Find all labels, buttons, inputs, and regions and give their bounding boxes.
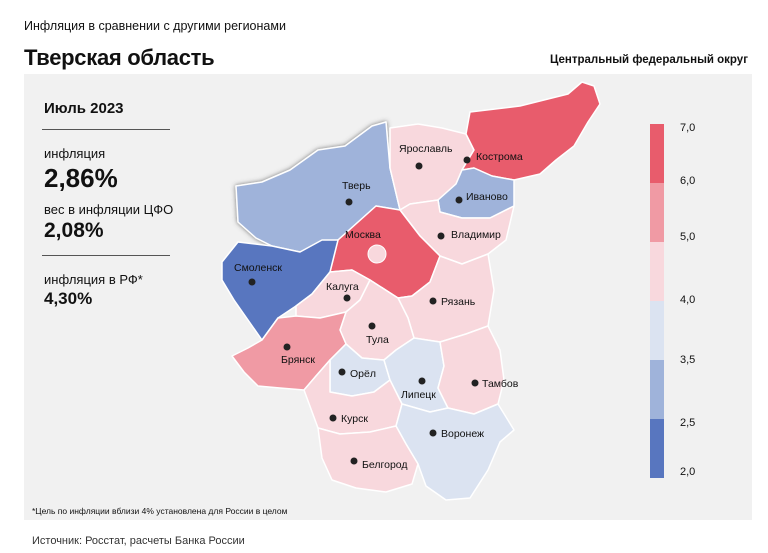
legend-seg-moderate — [650, 242, 664, 301]
weight-value: 2,08% — [44, 219, 104, 242]
legend-seg-neutral-low — [650, 301, 664, 360]
city-label-tambov: Тамбов — [482, 378, 519, 390]
stat-period: Июль 2023 — [44, 100, 124, 117]
legend-tick: 6,0 — [680, 175, 696, 187]
page-title: Тверская область — [24, 45, 215, 70]
city-dot-kostroma — [463, 156, 471, 164]
city-label-vladimir: Владимир — [451, 229, 501, 241]
city-dot-kursk — [329, 414, 337, 422]
city-label-tula: Тула — [366, 334, 389, 346]
city-label-moscow: Москва — [345, 229, 381, 241]
city-label-yaroslavl: Ярославль — [399, 143, 453, 155]
city-dot-bryansk — [283, 343, 291, 351]
legend-tick: 7,0 — [680, 122, 696, 134]
city-label-kursk: Курск — [341, 413, 368, 425]
legend-tick: 4,0 — [680, 294, 696, 306]
legend-bar — [650, 124, 664, 478]
region-tambov[interactable] — [437, 325, 505, 415]
city-dot-kaluga — [343, 294, 351, 302]
moscow-city-marker — [367, 244, 387, 264]
map-title: Центральный федеральный округ — [549, 54, 748, 66]
city-dot-belgorod — [350, 457, 358, 465]
city-dot-smolensk — [248, 278, 256, 286]
legend-tick: 3,5 — [680, 354, 696, 366]
inflation-label: инфляция — [44, 146, 106, 161]
stats-panel: Июль 2023 инфляция 2,86% вес в инфляции … — [42, 100, 182, 309]
city-label-tver: Тверь — [342, 180, 371, 192]
region-belgorod[interactable] — [317, 425, 419, 493]
source-note: Источник: Росстат, расчеты Банка России — [32, 535, 245, 547]
city-dot-orel — [338, 368, 346, 376]
city-dot-tver — [345, 198, 353, 206]
city-dot-yaroslavl — [415, 162, 423, 170]
city-label-ryazan: Рязань — [441, 296, 476, 308]
legend-seg-very-high — [650, 124, 664, 183]
rf-inflation-label: инфляция в РФ* — [44, 272, 143, 287]
city-label-ivanovo: Иваново — [466, 191, 508, 203]
divider — [42, 129, 170, 130]
rf-inflation-value: 4,30% — [44, 289, 93, 308]
region-kostroma[interactable] — [461, 81, 601, 181]
region-voronezh[interactable] — [395, 403, 515, 501]
city-dot-ivanovo — [455, 196, 463, 204]
city-dot-vladimir — [437, 232, 445, 240]
city-dot-tula — [368, 322, 376, 330]
legend-tick: 2,0 — [680, 466, 696, 478]
city-label-lipetsk: Липецк — [401, 389, 436, 401]
legend-seg-very-low — [650, 419, 664, 478]
legend-tick: 2,5 — [680, 417, 696, 429]
divider — [42, 255, 170, 256]
inflation-value: 2,86% — [44, 163, 118, 193]
city-label-kaluga: Калуга — [326, 281, 359, 293]
legend-tick: 5,0 — [680, 231, 696, 243]
legend-seg-low — [650, 360, 664, 419]
city-dot-lipetsk — [418, 377, 426, 385]
city-label-voronezh: Воронеж — [441, 428, 484, 440]
footnote: *Цель по инфляции вблизи 4% установлена … — [32, 506, 288, 516]
city-label-bryansk: Брянск — [281, 354, 315, 366]
city-dot-ryazan — [429, 297, 437, 305]
city-label-orel: Орёл — [350, 368, 376, 380]
city-label-kostroma: Кострома — [476, 151, 523, 163]
city-label-belgorod: Белгород — [362, 459, 408, 471]
city-label-smolensk: Смоленск — [234, 262, 282, 274]
header-subtitle: Инфляция в сравнении с другими регионами — [24, 19, 286, 33]
legend-seg-high — [650, 183, 664, 242]
city-dot-tambov — [471, 379, 479, 387]
city-dot-voronezh — [429, 429, 437, 437]
weight-label: вес в инфляции ЦФО — [44, 202, 174, 217]
